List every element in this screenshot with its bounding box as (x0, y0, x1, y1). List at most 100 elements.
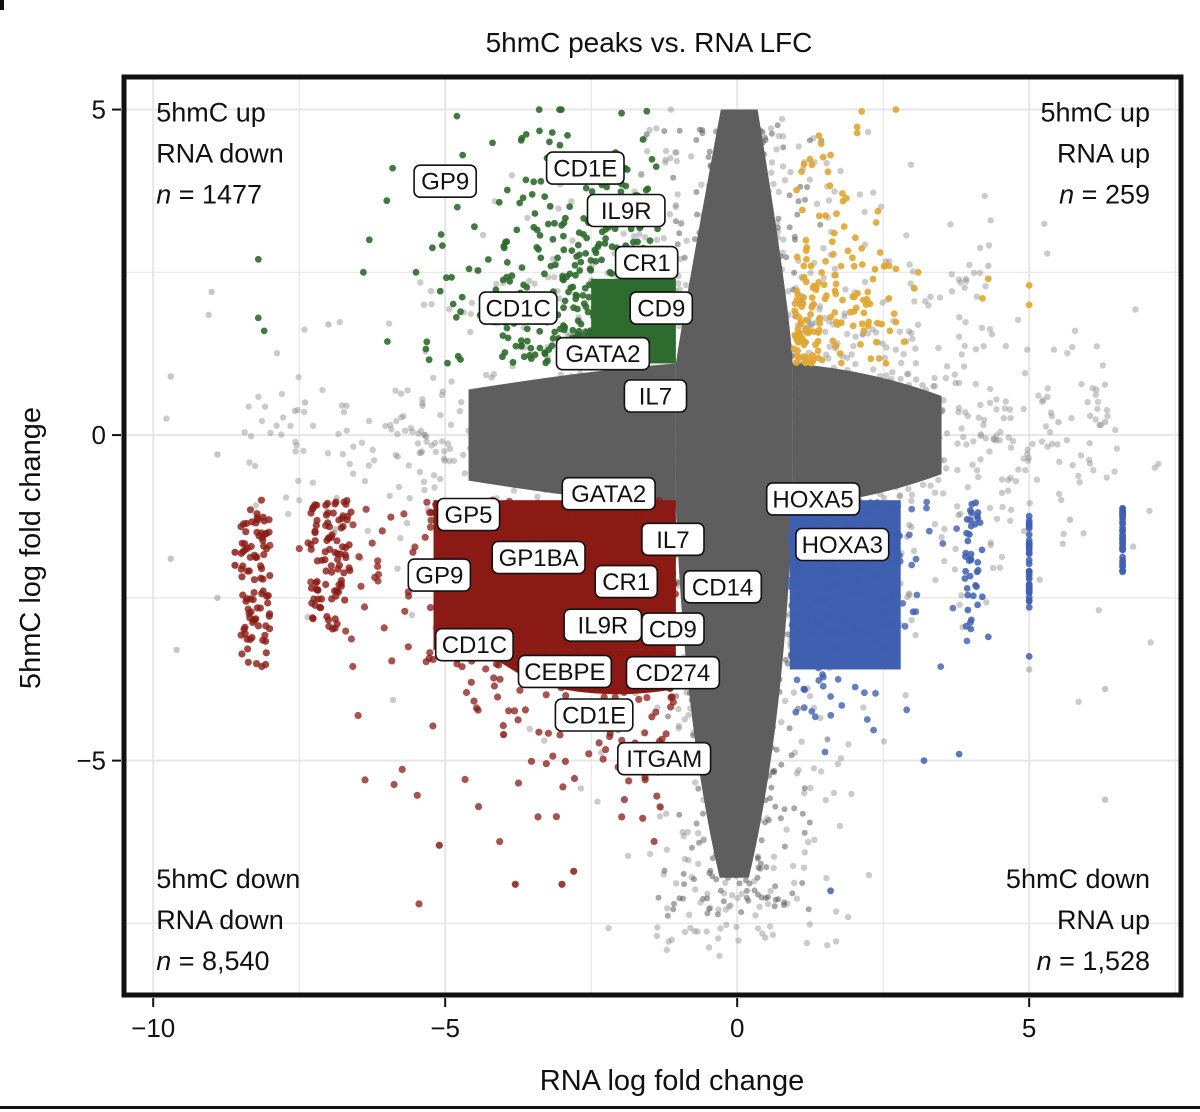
point-grey (663, 946, 670, 954)
point-down-down (309, 614, 317, 622)
point-grey (782, 697, 789, 705)
point-down-up (1119, 509, 1126, 517)
point-grey (700, 836, 707, 843)
point-core (781, 843, 788, 850)
point-core (751, 728, 757, 735)
point-grey (1007, 474, 1014, 482)
point-grey (1002, 342, 1009, 350)
point-grey (957, 510, 964, 517)
point-up-down (384, 338, 391, 345)
point-core (693, 189, 700, 195)
point-grey (387, 421, 394, 429)
point-up-down (606, 268, 614, 276)
point-core (737, 620, 744, 627)
point-grey (1069, 343, 1076, 351)
point-down-down (325, 534, 333, 542)
point-core (699, 127, 706, 134)
point-down-down (504, 506, 513, 514)
point-core (670, 906, 677, 913)
point-core (728, 629, 735, 635)
point-up-up (808, 294, 816, 301)
point-core (737, 295, 744, 301)
y-tick-label: 0 (92, 420, 106, 450)
point-core (749, 762, 756, 769)
point-grey (664, 905, 671, 912)
point-core (704, 895, 711, 902)
point-down-up (923, 498, 931, 506)
gene-label-box (641, 612, 705, 646)
point-grey (1086, 460, 1094, 467)
point-grey (1063, 436, 1071, 444)
point-down-down (539, 633, 547, 641)
point-up-down (504, 334, 512, 342)
point-down-down (583, 525, 591, 534)
gene-label: GATA2 (561, 476, 656, 511)
point-grey (905, 590, 913, 597)
point-grey (931, 521, 939, 528)
point-down-down (295, 545, 303, 553)
gene-label-text: CD14 (692, 574, 753, 601)
point-core (729, 634, 736, 641)
point-up-down (564, 132, 571, 139)
point-down-up (974, 601, 981, 609)
point-down-up (834, 676, 842, 683)
point-down-down (388, 657, 396, 665)
point-grey (841, 313, 848, 320)
point-down-down (513, 644, 522, 652)
point-grey (685, 856, 692, 864)
point-down-down (243, 544, 251, 553)
point-grey (660, 235, 667, 242)
point-core (759, 139, 766, 146)
point-grey (770, 864, 777, 872)
point-grey (907, 280, 914, 287)
point-up-down (522, 176, 530, 184)
point-grey (845, 741, 852, 748)
point-down-up (808, 708, 816, 715)
point-grey (831, 188, 838, 195)
point-grey (682, 281, 690, 289)
point-grey (605, 924, 612, 932)
point-grey (418, 448, 426, 455)
point-up-down (536, 127, 543, 135)
point-grey (725, 903, 733, 910)
point-down-down (238, 573, 246, 581)
gene-label-text: CD1C (442, 632, 507, 659)
point-up-up (831, 309, 839, 316)
point-grey (1020, 455, 1027, 462)
point-down-up (962, 567, 969, 575)
point-up-up (886, 327, 894, 335)
point-grey (1040, 396, 1047, 404)
point-grey (912, 631, 919, 639)
point-down-up (967, 522, 975, 530)
point-down-down (516, 686, 524, 694)
point-up-down (601, 240, 609, 247)
point-down-down (429, 722, 437, 730)
point-core (752, 458, 759, 465)
point-grey (687, 924, 694, 932)
point-grey (954, 503, 961, 510)
point-grey (309, 422, 317, 429)
point-down-down (671, 590, 680, 598)
point-grey (638, 170, 645, 178)
point-grey (941, 557, 948, 565)
point-down-down (611, 660, 619, 668)
point-grey (438, 438, 446, 445)
point-grey (673, 149, 680, 156)
gene-label-text: CEBPE (524, 659, 605, 686)
point-down-up (865, 630, 873, 637)
point-down-down (347, 508, 355, 516)
point-up-down (448, 273, 455, 281)
point-grey (1094, 405, 1101, 413)
gene-label: IL7 (623, 379, 688, 413)
point-up-down (567, 284, 575, 292)
point-core (755, 853, 761, 860)
point-grey (1026, 666, 1033, 673)
point-down-down (551, 573, 559, 581)
point-grey (1001, 405, 1008, 412)
point-core (721, 366, 728, 373)
point-down-up (814, 578, 822, 586)
point-up-down (531, 351, 539, 359)
point-grey (807, 269, 814, 276)
point-grey (1004, 487, 1012, 494)
point-up-down (551, 328, 559, 336)
